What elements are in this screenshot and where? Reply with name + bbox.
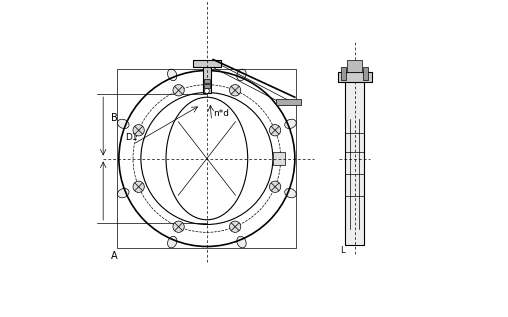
Bar <box>347 60 362 72</box>
Text: B: B <box>111 113 118 123</box>
Ellipse shape <box>284 119 296 128</box>
Circle shape <box>173 85 184 96</box>
Circle shape <box>230 221 241 232</box>
Ellipse shape <box>117 189 129 198</box>
Text: L: L <box>340 246 345 255</box>
Bar <box>204 84 210 88</box>
Circle shape <box>133 181 144 192</box>
Bar <box>345 72 364 245</box>
Text: D1: D1 <box>125 133 138 142</box>
Circle shape <box>173 221 184 232</box>
Circle shape <box>133 125 144 136</box>
Bar <box>341 68 346 80</box>
Bar <box>117 69 297 248</box>
Bar <box>273 152 285 165</box>
Ellipse shape <box>117 119 129 128</box>
Bar <box>203 68 211 93</box>
Bar <box>276 99 301 105</box>
Circle shape <box>204 88 209 94</box>
Circle shape <box>269 181 281 192</box>
Ellipse shape <box>284 189 296 198</box>
Ellipse shape <box>168 69 177 81</box>
Bar <box>193 60 221 68</box>
Bar <box>204 79 210 83</box>
Ellipse shape <box>168 236 177 248</box>
Text: n*d: n*d <box>213 109 229 118</box>
Circle shape <box>269 125 281 136</box>
Ellipse shape <box>237 236 246 248</box>
Text: A: A <box>111 251 118 261</box>
Bar <box>338 72 371 81</box>
Bar <box>363 68 368 80</box>
Ellipse shape <box>237 69 246 81</box>
Circle shape <box>230 85 241 96</box>
